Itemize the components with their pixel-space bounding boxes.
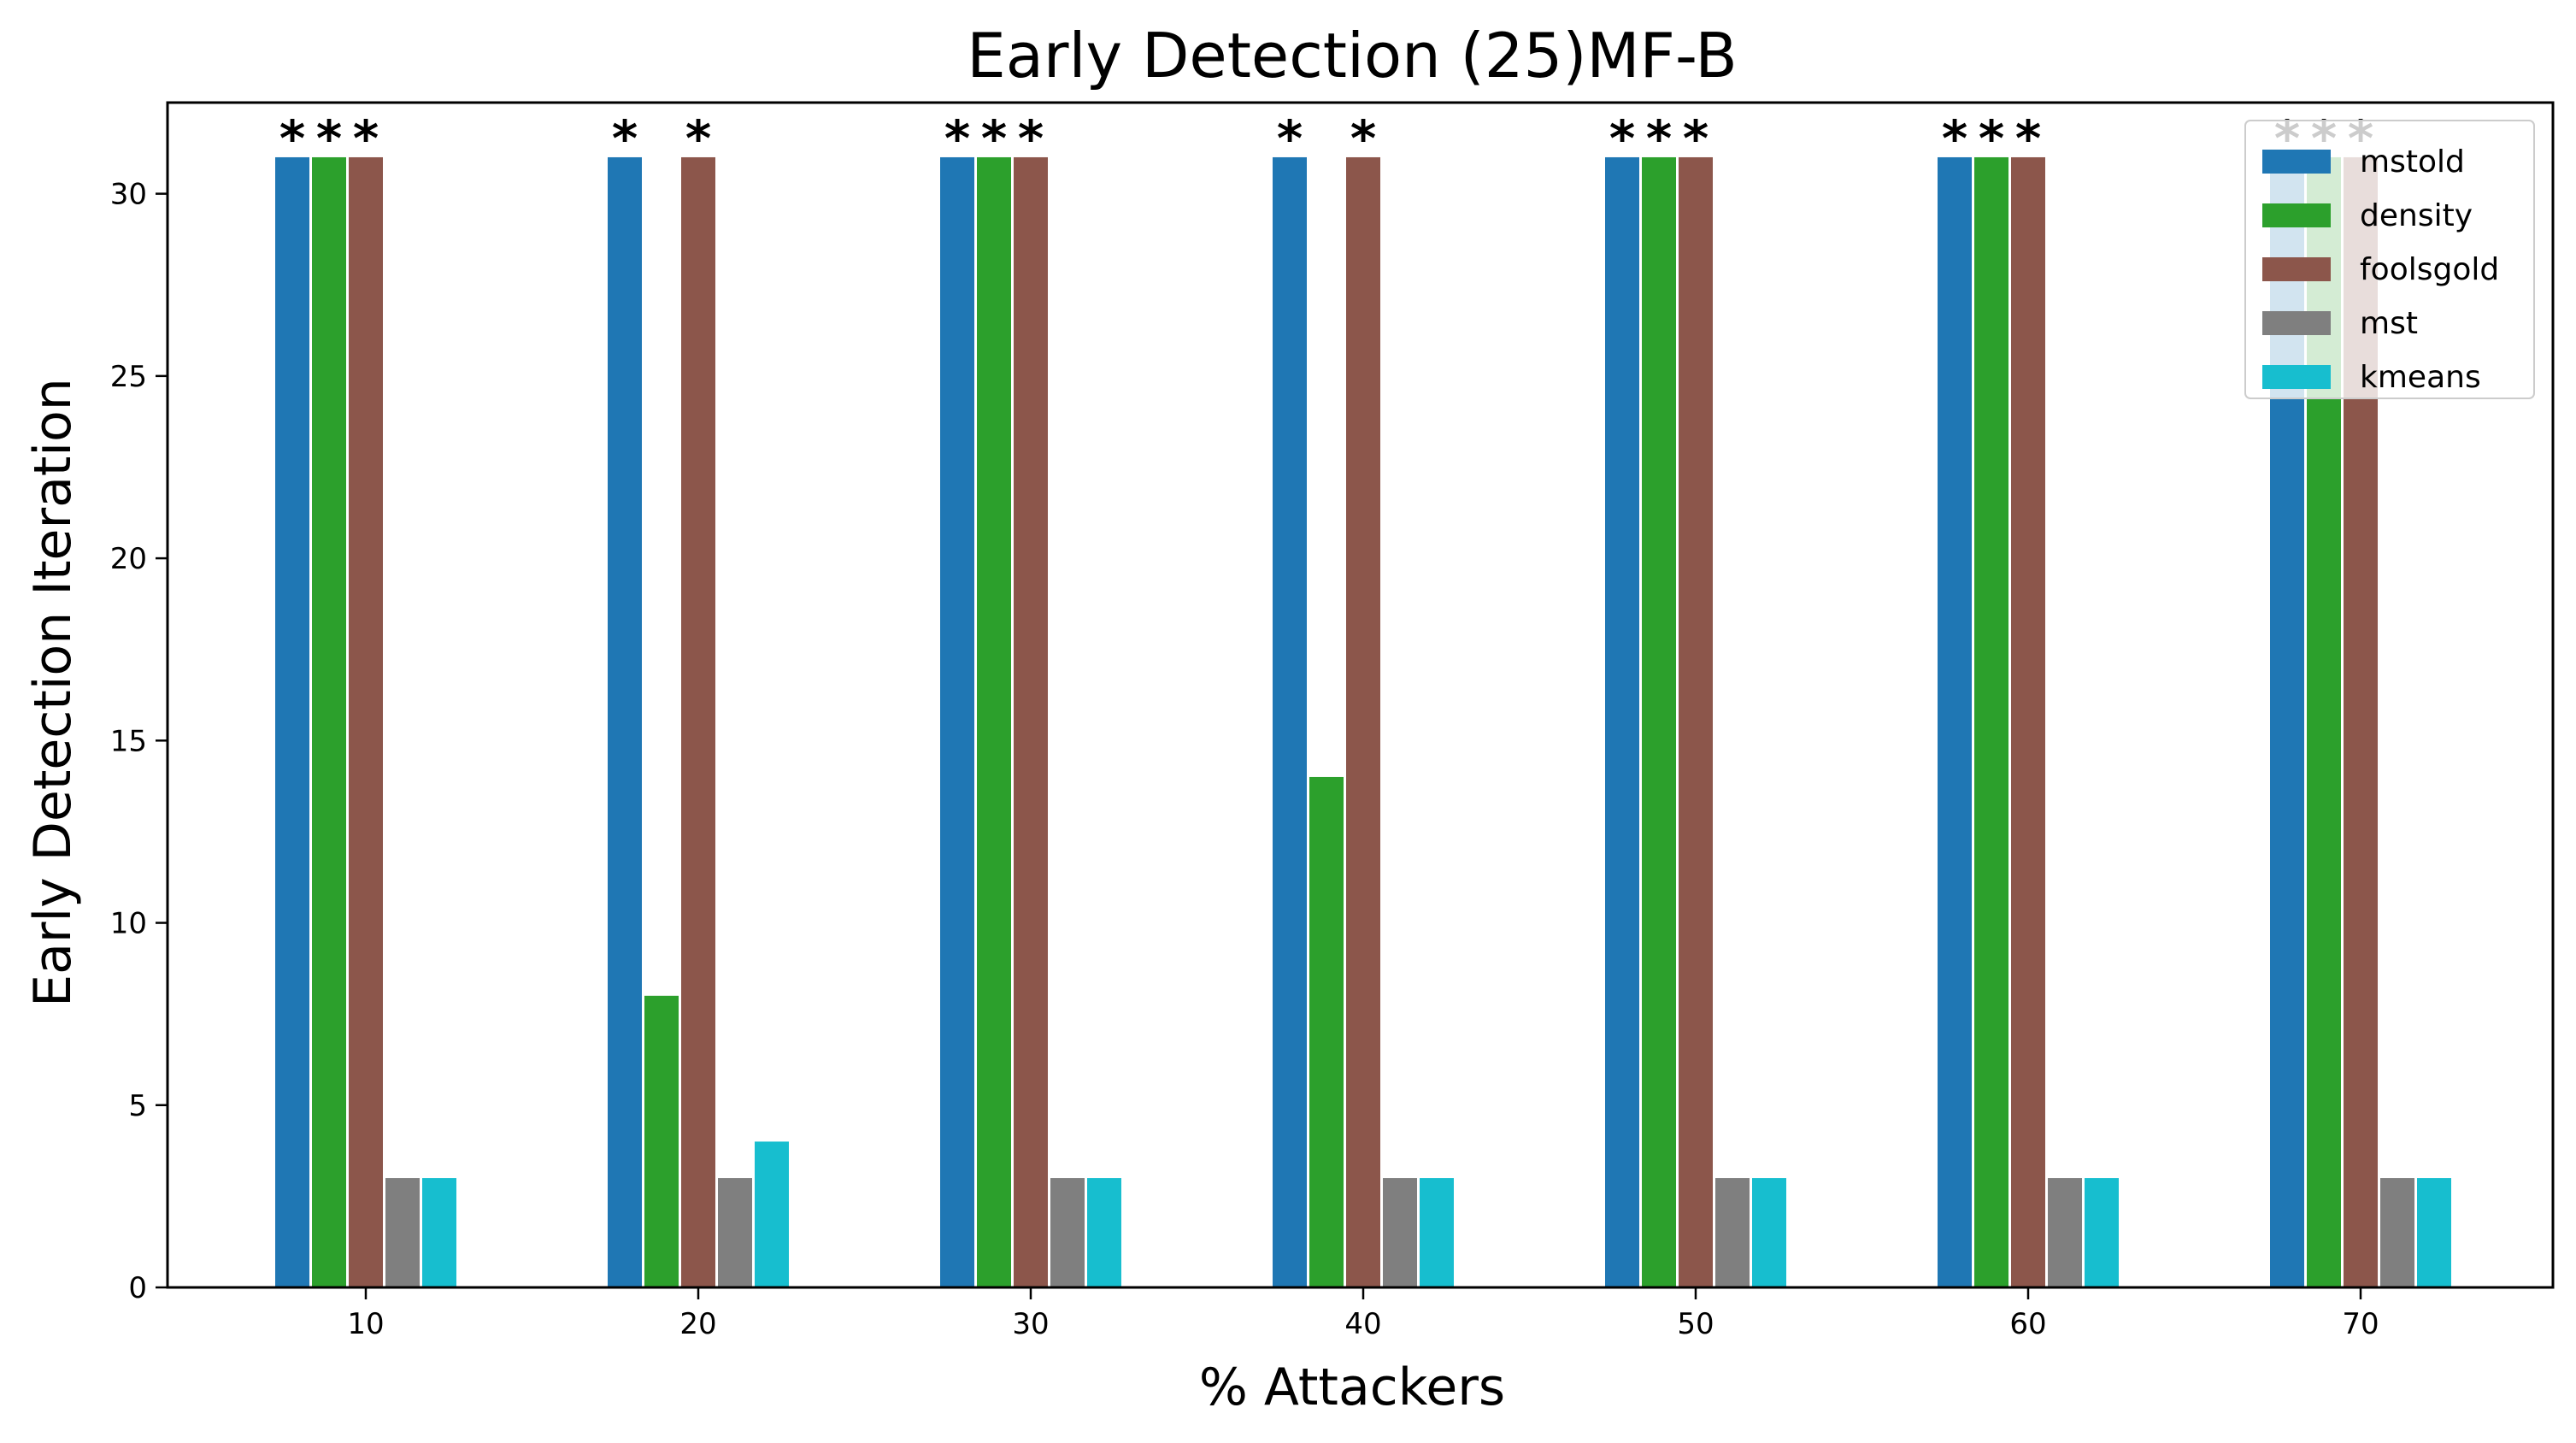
chart-title: Early Detection (25)MF-B — [967, 20, 1738, 91]
bar-mstold-20 — [608, 156, 642, 1287]
bar-mst-30 — [1050, 1178, 1085, 1287]
x-axis-label: % Attackers — [1199, 1358, 1505, 1417]
annotation-star: * — [685, 109, 711, 168]
annotation-star: * — [1018, 109, 1044, 168]
bar-density-50 — [1642, 156, 1676, 1287]
bar-mst-20 — [718, 1178, 752, 1287]
legend-label-kmeans: kmeans — [2360, 360, 2481, 395]
annotation-star: * — [279, 109, 305, 168]
bar-kmeans-20 — [755, 1141, 789, 1287]
x-tick-label: 70 — [2342, 1307, 2379, 1341]
bar-mst-70 — [2380, 1178, 2414, 1287]
ticks-layer: 0 5 10 15 20 25 30 10 20 30 40 50 60 70 — [110, 178, 2379, 1341]
bar-kmeans-30 — [1087, 1178, 1121, 1287]
annotation-star: * — [1646, 109, 1672, 168]
bar-mstold-60 — [1938, 156, 1972, 1287]
annotation-star: * — [1683, 109, 1709, 168]
x-tick-label: 50 — [1677, 1307, 1714, 1341]
bars-layer — [275, 156, 2451, 1287]
bar-mst-50 — [1715, 1178, 1750, 1287]
x-tick-label: 10 — [347, 1307, 384, 1341]
bar-mst-40 — [1383, 1178, 1417, 1287]
annotation-star: * — [353, 109, 379, 168]
bar-foolsgold-20 — [681, 156, 715, 1287]
annotations-layer: ******************* — [279, 109, 2373, 168]
bar-density-20 — [644, 995, 679, 1287]
legend: mstold density foolsgold mst kmeans — [2244, 120, 2535, 399]
annotation-star: * — [612, 109, 638, 168]
x-tick-label: 60 — [2009, 1307, 2046, 1341]
annotation-star: * — [944, 109, 970, 168]
plot-area-frame — [166, 101, 2555, 1289]
annotation-star: * — [1609, 109, 1635, 168]
y-axis-label: Early Detection Iteration — [23, 378, 83, 1007]
x-tick-label: 20 — [679, 1307, 716, 1341]
bar-foolsgold-40 — [1346, 156, 1380, 1287]
y-tick-label: 15 — [110, 724, 147, 758]
bar-mstold-30 — [940, 156, 974, 1287]
bar-mst-60 — [2048, 1178, 2082, 1287]
annotation-star: * — [981, 109, 1007, 168]
legend-label-density: density — [2360, 198, 2473, 233]
x-tick-label: 40 — [1344, 1307, 1381, 1341]
bar-mstold-40 — [1273, 156, 1307, 1287]
y-tick-label: 20 — [110, 542, 147, 576]
legend-swatch-foolsgold — [2262, 257, 2331, 281]
annotation-star: * — [1979, 109, 2004, 168]
legend-label-mst: mst — [2360, 306, 2418, 341]
x-tick-label: 30 — [1012, 1307, 1049, 1341]
y-tick-label: 0 — [128, 1271, 147, 1305]
legend-swatch-mstold — [2262, 150, 2331, 174]
bar-density-60 — [1974, 156, 2008, 1287]
legend-swatch-kmeans — [2262, 365, 2331, 389]
y-tick-label: 25 — [110, 360, 147, 394]
y-tick-label: 10 — [110, 907, 147, 941]
annotation-star: * — [316, 109, 342, 168]
annotation-star: * — [1277, 109, 1303, 168]
annotation-star: * — [2015, 109, 2041, 168]
bar-kmeans-50 — [1752, 1178, 1786, 1287]
bar-mst-10 — [385, 1178, 420, 1287]
legend-swatch-mst — [2262, 311, 2331, 335]
bar-foolsgold-50 — [1679, 156, 1713, 1287]
legend-swatch-density — [2262, 203, 2331, 227]
annotation-star: * — [1350, 109, 1376, 168]
bar-kmeans-70 — [2417, 1178, 2451, 1287]
bar-density-40 — [1309, 776, 1344, 1287]
legend-label-mstold: mstold — [2360, 144, 2465, 180]
bar-kmeans-10 — [422, 1178, 456, 1287]
bar-kmeans-60 — [2085, 1178, 2119, 1287]
bar-mstold-50 — [1605, 156, 1639, 1287]
bar-kmeans-40 — [1420, 1178, 1454, 1287]
bar-foolsgold-10 — [349, 156, 383, 1287]
y-tick-label: 5 — [128, 1089, 147, 1123]
legend-label-foolsgold: foolsgold — [2360, 252, 2499, 287]
bar-density-10 — [312, 156, 346, 1287]
bar-foolsgold-30 — [1014, 156, 1048, 1287]
bar-foolsgold-60 — [2011, 156, 2045, 1287]
annotation-star: * — [1942, 109, 1967, 168]
bar-mstold-10 — [275, 156, 309, 1287]
y-tick-label: 30 — [110, 178, 147, 212]
bar-density-30 — [977, 156, 1011, 1287]
